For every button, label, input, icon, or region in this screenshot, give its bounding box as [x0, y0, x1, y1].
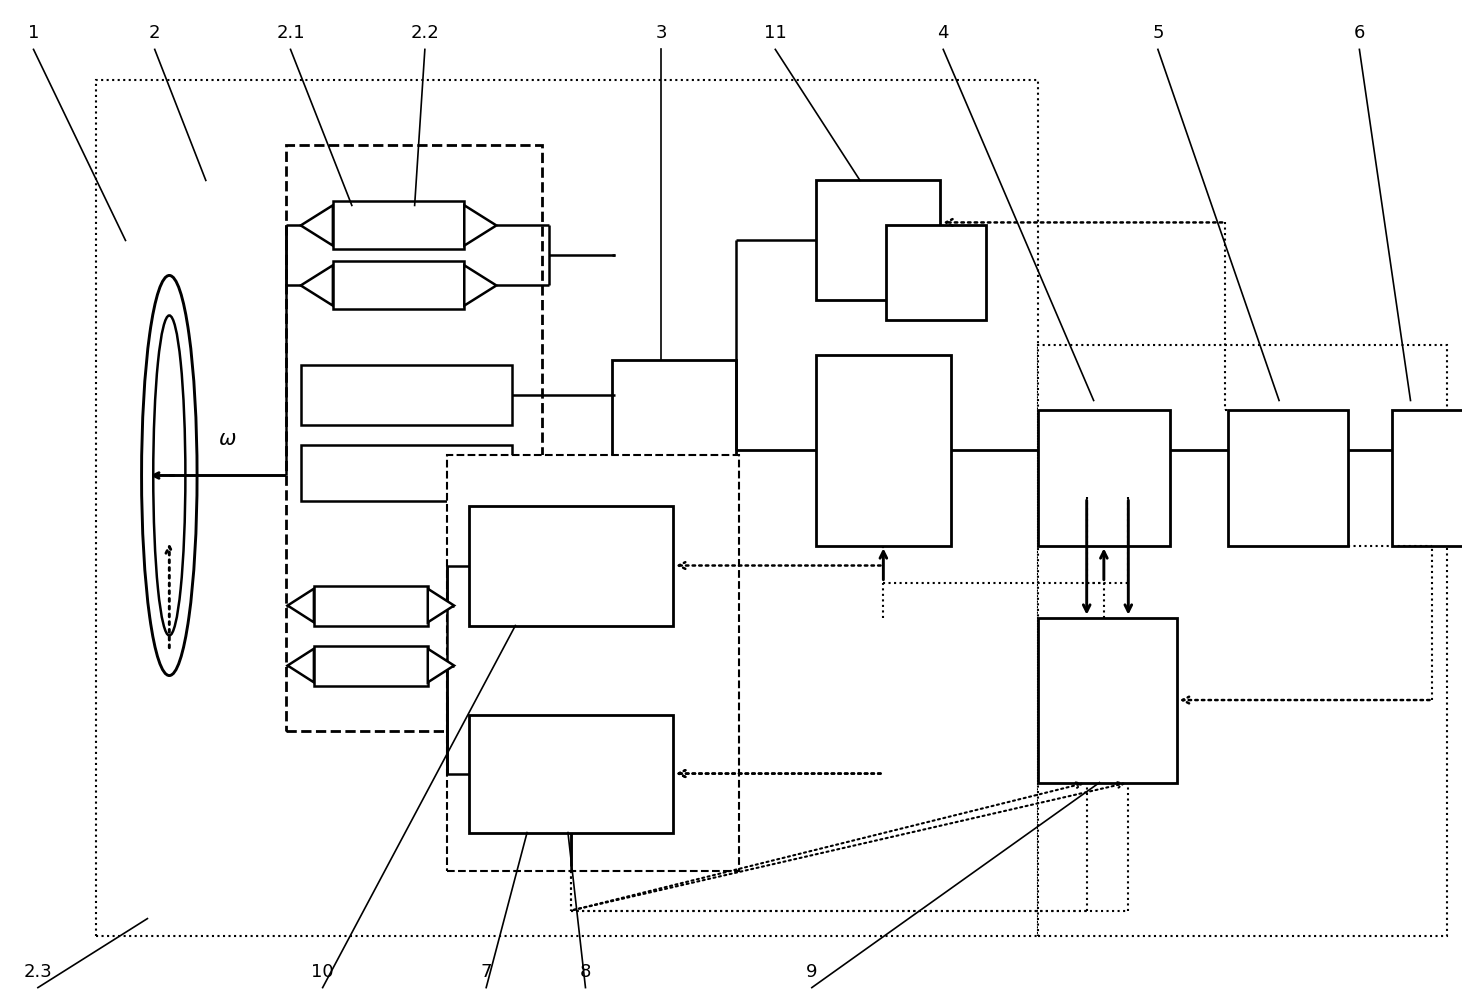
Polygon shape [464, 206, 496, 246]
Text: 3: 3 [655, 24, 667, 42]
Bar [334, 202, 464, 250]
Bar [334, 263, 464, 311]
Text: 2.2: 2.2 [411, 24, 439, 42]
Bar [315, 646, 427, 685]
Bar [816, 181, 941, 302]
Bar [287, 146, 541, 730]
Text: 1: 1 [28, 24, 40, 42]
Text: 5: 5 [1153, 24, 1163, 42]
Text: 2: 2 [149, 24, 161, 42]
Bar [468, 714, 673, 833]
Polygon shape [301, 206, 334, 246]
Polygon shape [288, 589, 315, 622]
Ellipse shape [142, 277, 198, 676]
Bar [816, 356, 951, 546]
Bar [301, 446, 512, 501]
Text: 8: 8 [579, 962, 591, 980]
Text: 10: 10 [312, 962, 334, 980]
Bar [612, 361, 736, 546]
Text: 2.3: 2.3 [23, 962, 53, 980]
Bar [1391, 411, 1463, 546]
Bar [446, 456, 739, 871]
Bar [97, 81, 1039, 936]
Text: $\omega$: $\omega$ [218, 430, 237, 449]
Polygon shape [427, 649, 454, 682]
Text: 2.1: 2.1 [277, 24, 304, 42]
Polygon shape [288, 649, 315, 682]
Bar [301, 366, 512, 426]
Text: 11: 11 [764, 24, 787, 42]
Bar [1039, 618, 1176, 783]
Bar [1039, 346, 1447, 936]
Text: 6: 6 [1353, 24, 1365, 42]
Polygon shape [301, 266, 334, 307]
Text: 7: 7 [480, 962, 492, 980]
Bar [887, 226, 986, 321]
Ellipse shape [154, 317, 186, 636]
Text: 9: 9 [806, 962, 818, 980]
Bar [1227, 411, 1347, 546]
Polygon shape [427, 589, 454, 622]
Bar [315, 586, 427, 626]
Text: 4: 4 [938, 24, 949, 42]
Bar [1039, 411, 1169, 546]
Bar [468, 506, 673, 626]
Polygon shape [464, 266, 496, 307]
